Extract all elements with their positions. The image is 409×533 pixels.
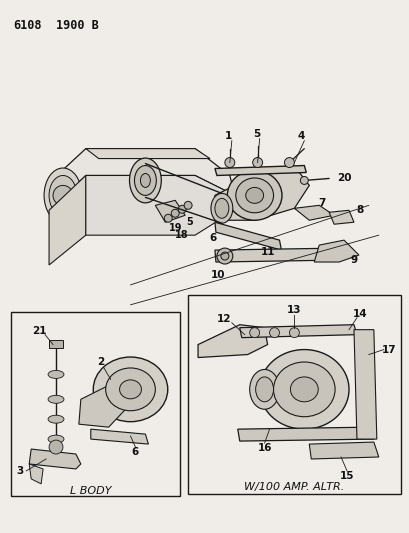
Text: 11: 11 [260, 247, 274, 257]
Ellipse shape [134, 166, 156, 196]
Ellipse shape [48, 435, 64, 443]
Ellipse shape [255, 377, 273, 402]
Circle shape [269, 328, 279, 337]
Text: L BODY: L BODY [70, 486, 111, 496]
Text: 2: 2 [97, 358, 104, 367]
Ellipse shape [273, 362, 334, 417]
Text: 7: 7 [318, 198, 325, 208]
Text: 14: 14 [352, 309, 366, 319]
Circle shape [300, 176, 308, 184]
Text: 4: 4 [297, 131, 304, 141]
Polygon shape [85, 175, 234, 235]
Ellipse shape [211, 193, 232, 223]
Ellipse shape [48, 370, 64, 378]
Polygon shape [29, 449, 81, 469]
Ellipse shape [290, 377, 317, 402]
Text: 3: 3 [17, 466, 24, 476]
Polygon shape [214, 248, 340, 262]
Polygon shape [85, 149, 209, 158]
Text: 19: 19 [168, 223, 182, 233]
Text: 6108: 6108 [13, 19, 42, 33]
Circle shape [164, 214, 172, 222]
Text: 1: 1 [225, 131, 232, 141]
Ellipse shape [227, 171, 281, 220]
Text: 5: 5 [186, 217, 193, 227]
Circle shape [284, 158, 294, 167]
Polygon shape [198, 325, 267, 358]
Ellipse shape [235, 178, 273, 213]
Ellipse shape [48, 415, 64, 423]
Polygon shape [29, 464, 43, 484]
Circle shape [289, 328, 299, 337]
Ellipse shape [140, 173, 150, 188]
Ellipse shape [48, 395, 64, 403]
Ellipse shape [249, 369, 279, 409]
Circle shape [216, 248, 232, 264]
Circle shape [184, 201, 192, 209]
Text: W/100 AMP. ALTR.: W/100 AMP. ALTR. [244, 482, 344, 492]
Polygon shape [294, 205, 333, 220]
Circle shape [249, 328, 259, 337]
Polygon shape [353, 330, 376, 439]
Ellipse shape [49, 175, 76, 215]
Polygon shape [79, 384, 125, 427]
Text: 12: 12 [216, 314, 231, 324]
Ellipse shape [106, 368, 155, 411]
Ellipse shape [93, 357, 167, 422]
Ellipse shape [245, 188, 263, 203]
Text: 6: 6 [132, 447, 139, 457]
Text: 13: 13 [286, 305, 301, 315]
Bar [11, 312, 180, 496]
Text: 17: 17 [380, 344, 395, 354]
Circle shape [252, 158, 262, 167]
Text: 5: 5 [252, 128, 260, 139]
Bar [49, 340, 63, 348]
Polygon shape [328, 211, 353, 224]
Text: 9: 9 [350, 255, 357, 265]
Polygon shape [155, 200, 185, 222]
Text: 1900 B: 1900 B [56, 19, 99, 33]
Ellipse shape [44, 168, 82, 223]
Circle shape [53, 185, 73, 205]
Ellipse shape [259, 350, 348, 429]
Circle shape [224, 158, 234, 167]
Polygon shape [49, 175, 85, 265]
Polygon shape [308, 442, 378, 459]
Ellipse shape [214, 198, 228, 218]
Circle shape [178, 205, 186, 213]
Circle shape [171, 209, 179, 217]
Text: 20: 20 [336, 173, 351, 183]
Polygon shape [237, 427, 373, 441]
Text: 21: 21 [32, 326, 46, 336]
Text: 6: 6 [209, 233, 216, 243]
Text: 8: 8 [355, 205, 362, 215]
Bar [188, 295, 400, 494]
Polygon shape [313, 240, 358, 262]
Polygon shape [239, 325, 356, 337]
Text: 18: 18 [175, 230, 189, 240]
Polygon shape [214, 166, 306, 175]
Polygon shape [90, 429, 148, 444]
Polygon shape [214, 222, 281, 250]
Polygon shape [214, 171, 308, 220]
Ellipse shape [119, 380, 141, 399]
Text: 10: 10 [210, 270, 225, 280]
Text: 16: 16 [257, 443, 271, 453]
Circle shape [49, 440, 63, 454]
Polygon shape [46, 149, 234, 211]
Circle shape [220, 252, 228, 260]
Ellipse shape [129, 158, 161, 203]
Text: 15: 15 [339, 471, 353, 481]
